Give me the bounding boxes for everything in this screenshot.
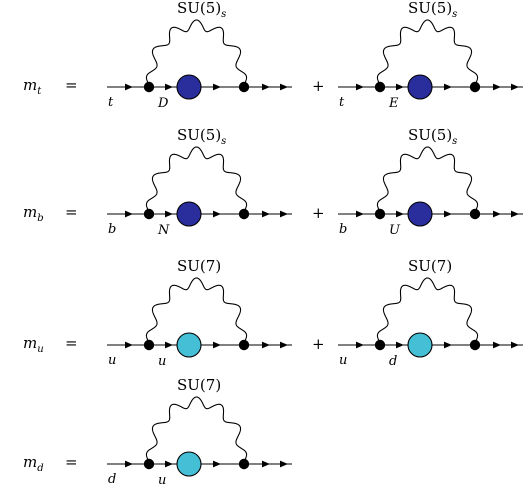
self-energy-diagram: SU(5)s t E [338,0,523,111]
equals-sign: = [65,334,78,352]
incoming-fermion-label: t [339,95,345,110]
mass-insertion-blob [176,332,202,358]
gauge-group-label: SU(5)s [408,0,457,20]
gauge-group-label: SU(7) [177,376,221,394]
internal-fermion-label: N [157,223,170,238]
gauge-group-label: SU(5)s [408,126,457,147]
vertex-dot [469,208,481,220]
mass-row-d: md = SU(7) d u [23,376,292,487]
incoming-fermion-label: u [339,353,347,368]
gauge-group-label: SU(7) [177,257,221,275]
gauge-group-label: SU(7) [408,257,452,275]
mass-insertion-blob [407,332,433,358]
vertex-dot [469,339,481,351]
incoming-fermion-label: u [108,353,116,368]
vertex-dot [374,208,386,220]
vertex-dot [374,339,386,351]
vertex-dot [238,458,250,470]
mass-row-t: mt = + SU(5)s t D SU(5)s t E [23,0,523,111]
incoming-fermion-label: d [108,472,116,487]
mass-label: mt [23,76,42,97]
vertex-dot [143,208,155,220]
plus-sign: + [312,204,325,222]
mass-insertion-blob [176,74,202,100]
gauge-group-label: SU(5)s [177,126,226,147]
self-energy-diagram: SU(7) u d [338,257,523,369]
mass-insertion-blob [407,74,433,100]
incoming-fermion-label: t [108,95,114,110]
equals-sign: = [65,76,78,94]
mass-label: mu [23,334,44,355]
equals-sign: = [65,203,78,221]
incoming-fermion-label: b [108,222,116,237]
vertex-dot [238,339,250,351]
internal-fermion-label: E [388,96,399,111]
vertex-dot [238,208,250,220]
mass-row-u: mu = + SU(7) u u SU(7) u d [23,257,523,369]
self-energy-diagram: SU(5)s b U [338,126,523,238]
self-energy-diagram: SU(5)s b N [107,126,292,238]
vertex-dot [143,339,155,351]
equals-sign: = [65,453,78,471]
internal-fermion-label: u [158,354,166,369]
self-energy-diagram: SU(7) u u [107,257,292,369]
vertex-dot [469,81,481,93]
mass-insertion-blob [176,451,202,477]
plus-sign: + [312,77,325,95]
mass-insertion-blob [176,201,202,227]
plus-sign: + [312,335,325,353]
mass-label: mb [23,203,44,224]
gauge-group-label: SU(5)s [177,0,226,20]
mass-row-b: mb = + SU(5)s b N SU(5)s b U [23,126,523,238]
internal-fermion-label: D [157,96,169,111]
vertex-dot [143,458,155,470]
vertex-dot [143,81,155,93]
internal-fermion-label: d [389,354,397,369]
self-energy-diagram: SU(5)s t D [107,0,292,111]
internal-fermion-label: u [158,473,166,487]
mass-insertion-blob [407,201,433,227]
self-energy-diagram: SU(7) d u [107,376,292,487]
vertex-dot [374,81,386,93]
internal-fermion-label: U [389,223,401,238]
vertex-dot [238,81,250,93]
mass-label: md [23,453,44,474]
incoming-fermion-label: b [339,222,347,237]
